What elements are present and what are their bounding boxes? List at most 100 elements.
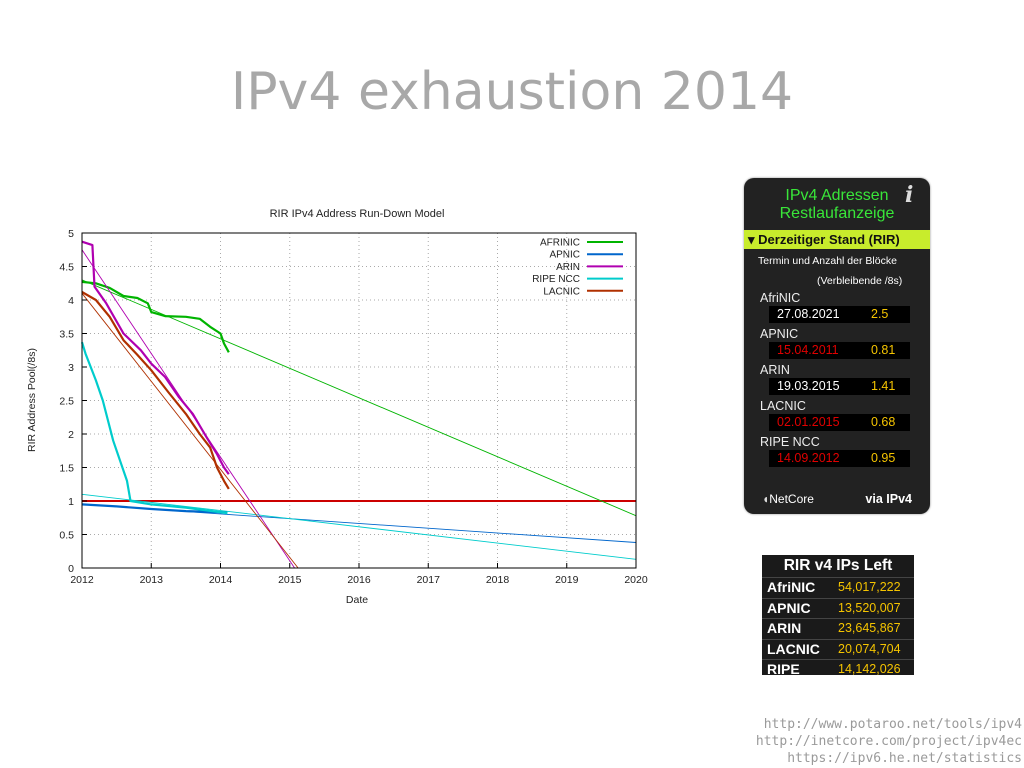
- y-tick-label: 4.5: [59, 262, 74, 274]
- widget-rir-blocks: 2.5: [871, 307, 889, 321]
- ips-left-count: 14,142,026: [838, 662, 901, 675]
- series-actual-line: [81, 240, 230, 475]
- widget-row: RIPE NCC 14.09.2012 0.95: [744, 435, 930, 467]
- legend-label: AFRINIC: [540, 238, 580, 249]
- ips-left-widget: RIR v4 IPs Left AfriNIC 54,017,222 APNIC 13…: [762, 555, 914, 675]
- x-tick-label: 2013: [140, 574, 164, 586]
- widget-rir-values: 19.03.2015 1.41: [769, 378, 910, 395]
- slide-title: IPv4 exhaustion 2014: [230, 62, 794, 122]
- ips-left-row: APNIC 13,520,007: [762, 597, 914, 619]
- x-tick-label: 2014: [209, 574, 233, 586]
- widget-rir-name: AfriNIC: [760, 291, 801, 305]
- legend-label: RIPE NCC: [532, 274, 580, 285]
- chart-y-label: RIR Address Pool(/8s): [26, 348, 38, 452]
- legend-label: ARIN: [556, 262, 580, 273]
- widget-rir-blocks: 0.95: [871, 451, 896, 465]
- via-ipv4-label: via IPv4: [865, 492, 912, 506]
- x-tick-label: 2018: [486, 574, 510, 586]
- x-tick-label: 2012: [70, 574, 94, 586]
- ips-left-title: RIR v4 IPs Left: [783, 557, 893, 574]
- widget-row: AfriNIC 27.08.2021 2.5: [744, 291, 930, 323]
- ipv4-countdown-widget: i IPv4 Adressen Restlaufanzeige ▾ Derzei…: [744, 178, 930, 514]
- widget-row: ARIN 19.03.2015 1.41: [744, 363, 930, 395]
- info-icon[interactable]: i: [905, 182, 914, 208]
- widget-rir-blocks: 0.81: [871, 343, 896, 357]
- netcore-logo-icon: ◖: [762, 492, 770, 506]
- widget-rir-date: 15.04.2011: [777, 343, 839, 357]
- y-tick-label: 3.5: [59, 329, 74, 341]
- y-tick-label: 1.5: [59, 463, 74, 475]
- widget-footer: ◖NetCore via IPv4: [744, 492, 930, 506]
- netcore-logo-text: NetCore: [769, 492, 814, 506]
- widget-rir-name: LACNIC: [760, 399, 806, 413]
- widget-rir-values: 27.08.2021 2.5: [769, 306, 910, 323]
- widget-rir-date: 14.09.2012: [777, 451, 840, 465]
- ips-left-rir: ARIN: [767, 620, 802, 636]
- rundown-chart: 2012 2013 2014 2015 2016 2017 2018 2019 2020 0 0.5…: [26, 208, 648, 606]
- widget-rir-date: 27.08.2021: [777, 307, 840, 321]
- series-model-line: [81, 279, 637, 517]
- widget-subtitle-units: (Verbleibende /8s): [817, 275, 903, 287]
- ips-left-count: 20,074,704: [838, 641, 901, 656]
- source-url-inetcore[interactable]: http://inetcore.com/project/ipv4ec: [755, 734, 1022, 749]
- y-tick-label: 0.5: [59, 530, 74, 542]
- chart-series-group: [80, 240, 637, 569]
- x-tick-label: 2015: [278, 574, 302, 586]
- ips-left-row: RIPE 14,142,026: [762, 659, 914, 675]
- chart-title: RIR IPv4 Address Run-Down Model: [270, 208, 445, 220]
- widget-rir-date: 19.03.2015: [777, 379, 840, 393]
- widget-rir-blocks: 1.41: [871, 379, 896, 393]
- ips-left-rir: RIPE: [767, 661, 800, 675]
- x-tick-label: 2019: [555, 574, 579, 586]
- y-tick-label: 0: [68, 563, 74, 575]
- ips-left-rir: AfriNIC: [767, 579, 816, 595]
- widget-subtitle: Termin und Anzahl der Blöcke: [758, 255, 897, 267]
- netcore-logo[interactable]: ◖NetCore: [762, 492, 814, 506]
- widget-row: APNIC 15.04.2011 0.81: [744, 327, 930, 359]
- widget-rir-name: APNIC: [760, 327, 799, 341]
- widget-title: IPv4 Adressen Restlaufanzeige: [744, 187, 930, 223]
- ips-left-rows: AfriNIC 54,017,222 APNIC 13,520,007 ARIN 23,6…: [762, 577, 914, 675]
- status-dropdown[interactable]: ▾ Derzeitiger Stand (RIR): [744, 230, 930, 249]
- y-tick-label: 2: [68, 429, 74, 441]
- ips-left-row: LACNIC 20,074,704: [762, 638, 914, 660]
- y-tick-label: 4: [68, 295, 74, 307]
- source-url-he[interactable]: https://ipv6.he.net/statistics: [787, 751, 1022, 766]
- x-tick-label: 2016: [347, 574, 371, 586]
- legend-label: APNIC: [549, 250, 580, 261]
- widget-rir-blocks: 0.68: [871, 415, 896, 429]
- series-actual-line: [81, 280, 230, 353]
- ips-left-row: ARIN 23,645,867: [762, 618, 914, 639]
- chart-axes: 2012 2013 2014 2015 2016 2017 2018 2019 2020 0 0.5…: [59, 228, 647, 586]
- x-tick-label: 2020: [624, 574, 648, 586]
- widget-rir-name: RIPE NCC: [760, 435, 820, 449]
- chart-x-label: Date: [346, 594, 368, 606]
- y-tick-label: 1: [68, 496, 74, 508]
- legend-label: LACNIC: [543, 286, 580, 297]
- series-actual-line: [80, 341, 228, 515]
- widget-rir-values: 14.09.2012 0.95: [769, 450, 910, 467]
- ips-left-count: 54,017,222: [838, 580, 901, 594]
- source-url-potaroo[interactable]: http://www.potaroo.net/tools/ipv4: [763, 717, 1022, 732]
- widget-rows: AfriNIC 27.08.2021 2.5 APNIC 15.04.2011 0.81 A…: [744, 291, 930, 467]
- ips-left-row: AfriNIC 54,017,222: [762, 577, 914, 598]
- y-tick-label: 2.5: [59, 396, 74, 408]
- ips-left-rir: APNIC: [767, 599, 811, 616]
- ips-left-rir: LACNIC: [767, 640, 820, 657]
- widget-rir-values: 15.04.2011 0.81: [769, 342, 910, 359]
- y-tick-label: 5: [68, 228, 74, 240]
- series-model-line: [81, 293, 299, 569]
- series-actual-line: [81, 503, 228, 514]
- ips-left-count: 13,520,007: [838, 600, 901, 615]
- x-tick-label: 2017: [417, 574, 441, 586]
- widget-row: LACNIC 02.01.2015 0.68: [744, 399, 930, 431]
- widget-rir-name: ARIN: [760, 363, 790, 377]
- widget-rir-date: 02.01.2015: [777, 415, 840, 429]
- series-model-line: [81, 493, 637, 560]
- widget-title-line1: IPv4 Adressen: [785, 187, 889, 204]
- source-urls: http://www.potaroo.net/tools/ipv4 http:/…: [756, 716, 1022, 767]
- y-tick-label: 3: [68, 362, 74, 374]
- widget-rir-values: 02.01.2015 0.68: [769, 414, 910, 431]
- series-actual-line: [81, 291, 230, 490]
